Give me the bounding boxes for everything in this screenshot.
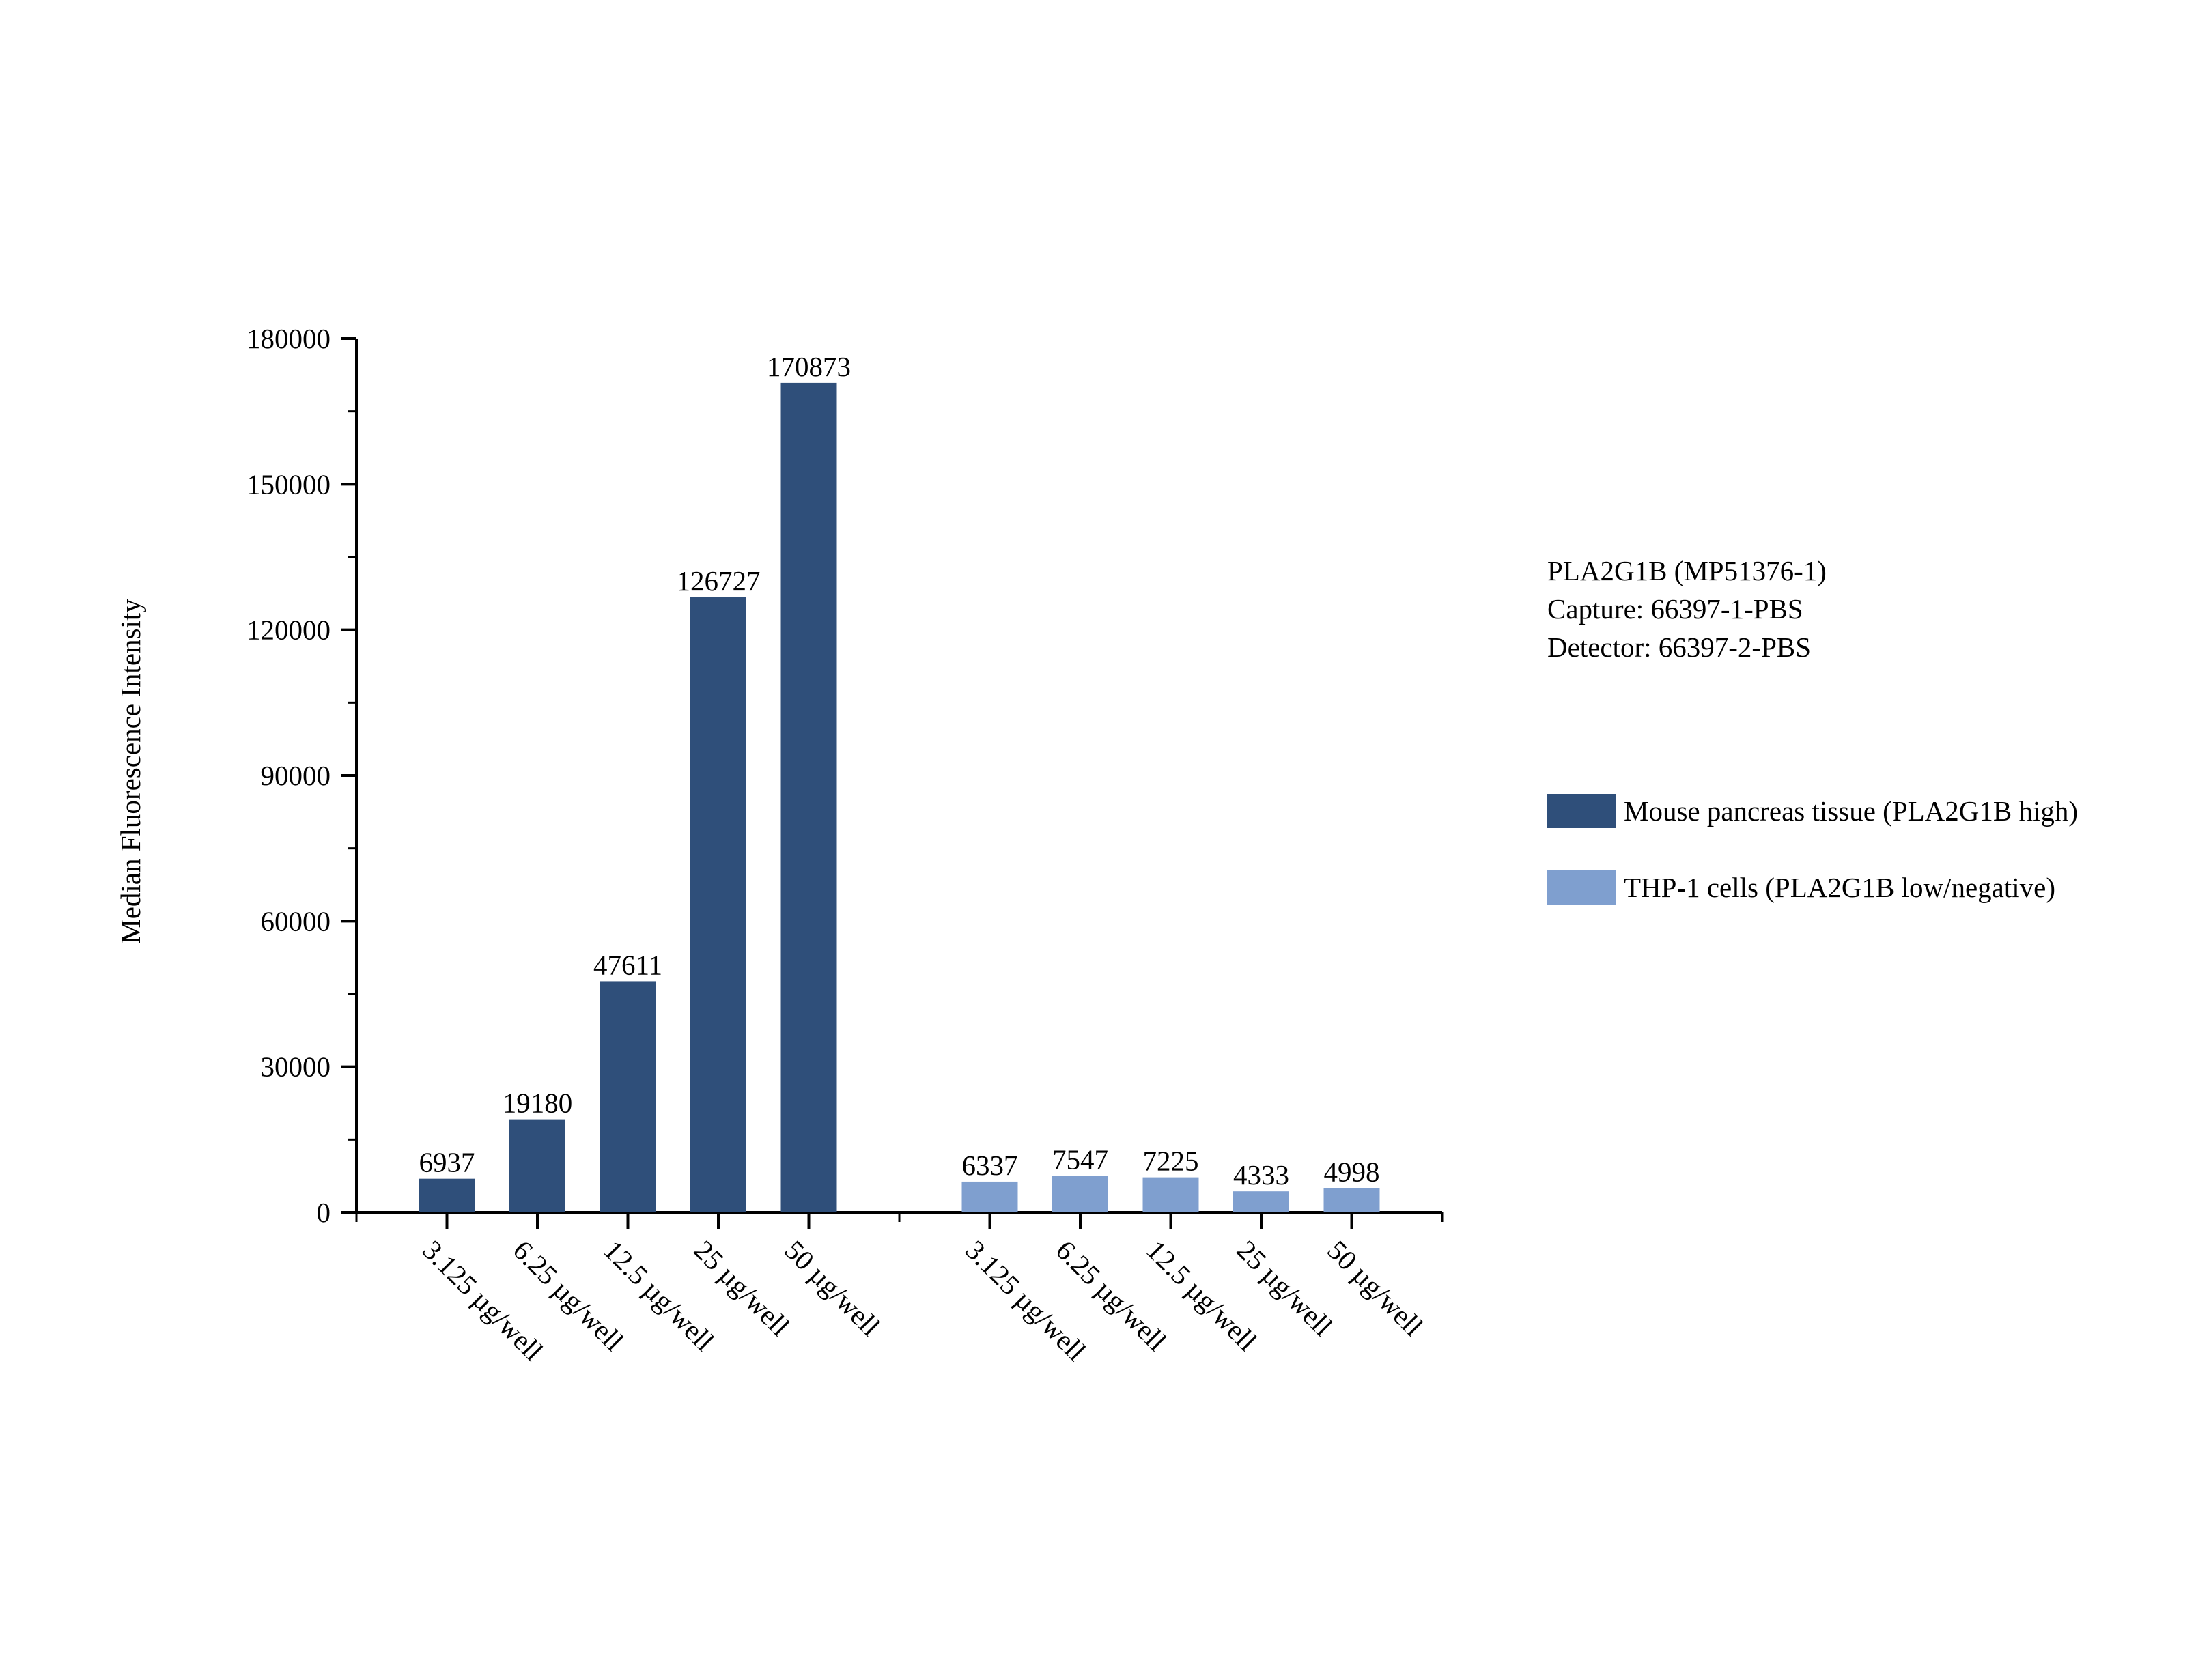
legend-item-series-2: THP-1 cells (PLA2G1B low/negative) bbox=[1547, 868, 2078, 907]
data-label: 4998 bbox=[1324, 1156, 1380, 1187]
capture-antibody: Capture: 66397-1-PBS bbox=[1547, 593, 1803, 625]
assay-info: PLA2G1B (MP51376-1) Capture: 66397-1-PBS… bbox=[1547, 552, 1827, 666]
legend-label-series-2: THP-1 cells (PLA2G1B low/negative) bbox=[1624, 872, 2055, 903]
data-label: 126727 bbox=[677, 565, 761, 597]
data-label: 4333 bbox=[1233, 1159, 1289, 1191]
y-tick-label: 30000 bbox=[261, 1051, 331, 1083]
y-tick-label: 150000 bbox=[247, 468, 330, 500]
legend-label-series-1: Mouse pancreas tissue (PLA2G1B high) bbox=[1624, 795, 2079, 827]
data-label: 7225 bbox=[1143, 1145, 1199, 1177]
y-tick-label: 90000 bbox=[261, 760, 331, 791]
y-axis-label: Median Fluorescence Intensity bbox=[115, 599, 146, 944]
bar bbox=[1142, 1177, 1199, 1212]
bar bbox=[1323, 1188, 1380, 1212]
y-ticks: 0 30000 60000 90000 120000 150000 180000 bbox=[247, 323, 356, 1228]
legend-item-series-1: Mouse pancreas tissue (PLA2G1B high) bbox=[1547, 792, 2078, 830]
bar bbox=[780, 382, 837, 1213]
data-label: 19180 bbox=[503, 1087, 573, 1119]
y-tick-label: 120000 bbox=[247, 614, 330, 646]
bar bbox=[600, 981, 656, 1212]
bar bbox=[509, 1119, 565, 1212]
data-label: 7547 bbox=[1052, 1143, 1108, 1175]
bars: 6937 19180 47611 126727 170873 6337 7547 7225 43… bbox=[419, 351, 1380, 1213]
x-tick-label: 50 µg/well bbox=[1321, 1234, 1429, 1342]
assay-title: PLA2G1B (MP51376-1) bbox=[1547, 555, 1827, 586]
legend-swatch-series-1 bbox=[1547, 794, 1616, 828]
y-tick-label: 180000 bbox=[247, 323, 330, 354]
data-label: 47611 bbox=[593, 949, 662, 980]
bar bbox=[961, 1181, 1018, 1212]
bar bbox=[690, 597, 746, 1212]
data-label: 170873 bbox=[767, 351, 851, 382]
data-label: 6337 bbox=[962, 1150, 1018, 1181]
y-tick-label: 60000 bbox=[261, 905, 331, 937]
y-tick-label: 0 bbox=[317, 1197, 331, 1228]
bar bbox=[419, 1178, 475, 1212]
bar bbox=[1052, 1176, 1108, 1212]
legend: Mouse pancreas tissue (PLA2G1B high) THP… bbox=[1547, 792, 2078, 945]
data-label: 6937 bbox=[419, 1147, 475, 1178]
bar bbox=[1233, 1191, 1289, 1212]
x-tick-label: 50 µg/well bbox=[778, 1234, 886, 1342]
legend-swatch-series-2 bbox=[1547, 870, 1616, 905]
detector-antibody: Detector: 66397-2-PBS bbox=[1547, 631, 1812, 663]
